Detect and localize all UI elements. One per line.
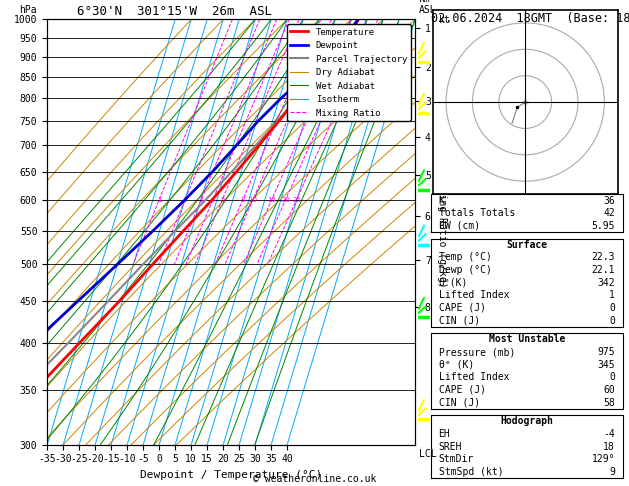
- Text: -4: -4: [603, 429, 615, 439]
- Y-axis label: Mixing Ratio (g/kg): Mixing Ratio (g/kg): [437, 176, 447, 288]
- Text: 0: 0: [609, 372, 615, 382]
- Text: 3: 3: [199, 197, 203, 203]
- Text: CIN (J): CIN (J): [438, 398, 480, 408]
- Text: SREH: SREH: [438, 442, 462, 451]
- Text: 2: 2: [183, 197, 187, 203]
- Text: 342: 342: [598, 278, 615, 288]
- Text: 5.95: 5.95: [591, 221, 615, 231]
- Text: 1: 1: [609, 290, 615, 300]
- Text: Pressure (mb): Pressure (mb): [438, 347, 515, 357]
- Text: kt: kt: [438, 15, 450, 25]
- Text: 345: 345: [598, 360, 615, 370]
- Text: 25: 25: [292, 197, 301, 203]
- Text: 975: 975: [598, 347, 615, 357]
- Text: 4: 4: [211, 197, 215, 203]
- Text: Lifted Index: Lifted Index: [438, 372, 509, 382]
- Text: Hodograph: Hodograph: [500, 417, 554, 426]
- Text: 18: 18: [603, 442, 615, 451]
- Text: θᵉ(K): θᵉ(K): [438, 278, 468, 288]
- Text: Most Unstable: Most Unstable: [489, 334, 565, 345]
- Text: 58: 58: [603, 398, 615, 408]
- Text: 6°30'N  301°15'W  26m  ASL: 6°30'N 301°15'W 26m ASL: [77, 5, 272, 18]
- Text: 60: 60: [603, 385, 615, 395]
- Text: StmDir: StmDir: [438, 454, 474, 464]
- Text: 8: 8: [240, 197, 245, 203]
- Text: 22.3: 22.3: [591, 252, 615, 262]
- Text: CIN (J): CIN (J): [438, 315, 480, 326]
- Text: 20: 20: [281, 197, 290, 203]
- Text: 10: 10: [248, 197, 257, 203]
- Text: EH: EH: [438, 429, 450, 439]
- Text: 02.06.2024  18GMT  (Base: 18): 02.06.2024 18GMT (Base: 18): [431, 12, 629, 25]
- Text: θᵉ (K): θᵉ (K): [438, 360, 474, 370]
- Text: K: K: [438, 196, 445, 206]
- Text: © weatheronline.co.uk: © weatheronline.co.uk: [253, 473, 376, 484]
- Text: Totals Totals: Totals Totals: [438, 208, 515, 218]
- Text: 0: 0: [609, 315, 615, 326]
- Text: Lifted Index: Lifted Index: [438, 290, 509, 300]
- Text: 15: 15: [267, 197, 276, 203]
- Text: CAPE (J): CAPE (J): [438, 385, 486, 395]
- Text: PW (cm): PW (cm): [438, 221, 480, 231]
- Text: StmSpd (kt): StmSpd (kt): [438, 467, 503, 477]
- Legend: Temperature, Dewpoint, Parcel Trajectory, Dry Adiabat, Wet Adiabat, Isotherm, Mi: Temperature, Dewpoint, Parcel Trajectory…: [287, 24, 411, 122]
- Text: km
ASL: km ASL: [419, 0, 437, 15]
- Text: 36: 36: [603, 196, 615, 206]
- Text: LCL: LCL: [419, 449, 437, 459]
- Text: Dewp (°C): Dewp (°C): [438, 265, 491, 275]
- X-axis label: Dewpoint / Temperature (°C): Dewpoint / Temperature (°C): [140, 470, 322, 480]
- Text: 42: 42: [603, 208, 615, 218]
- Text: CAPE (J): CAPE (J): [438, 303, 486, 313]
- Text: 9: 9: [609, 467, 615, 477]
- Text: 5: 5: [220, 197, 225, 203]
- Text: 0: 0: [609, 303, 615, 313]
- Text: 22.1: 22.1: [591, 265, 615, 275]
- Text: hPa: hPa: [19, 5, 37, 15]
- Text: 129°: 129°: [591, 454, 615, 464]
- Text: 1: 1: [157, 197, 161, 203]
- Text: Temp (°C): Temp (°C): [438, 252, 491, 262]
- Text: Surface: Surface: [506, 240, 547, 250]
